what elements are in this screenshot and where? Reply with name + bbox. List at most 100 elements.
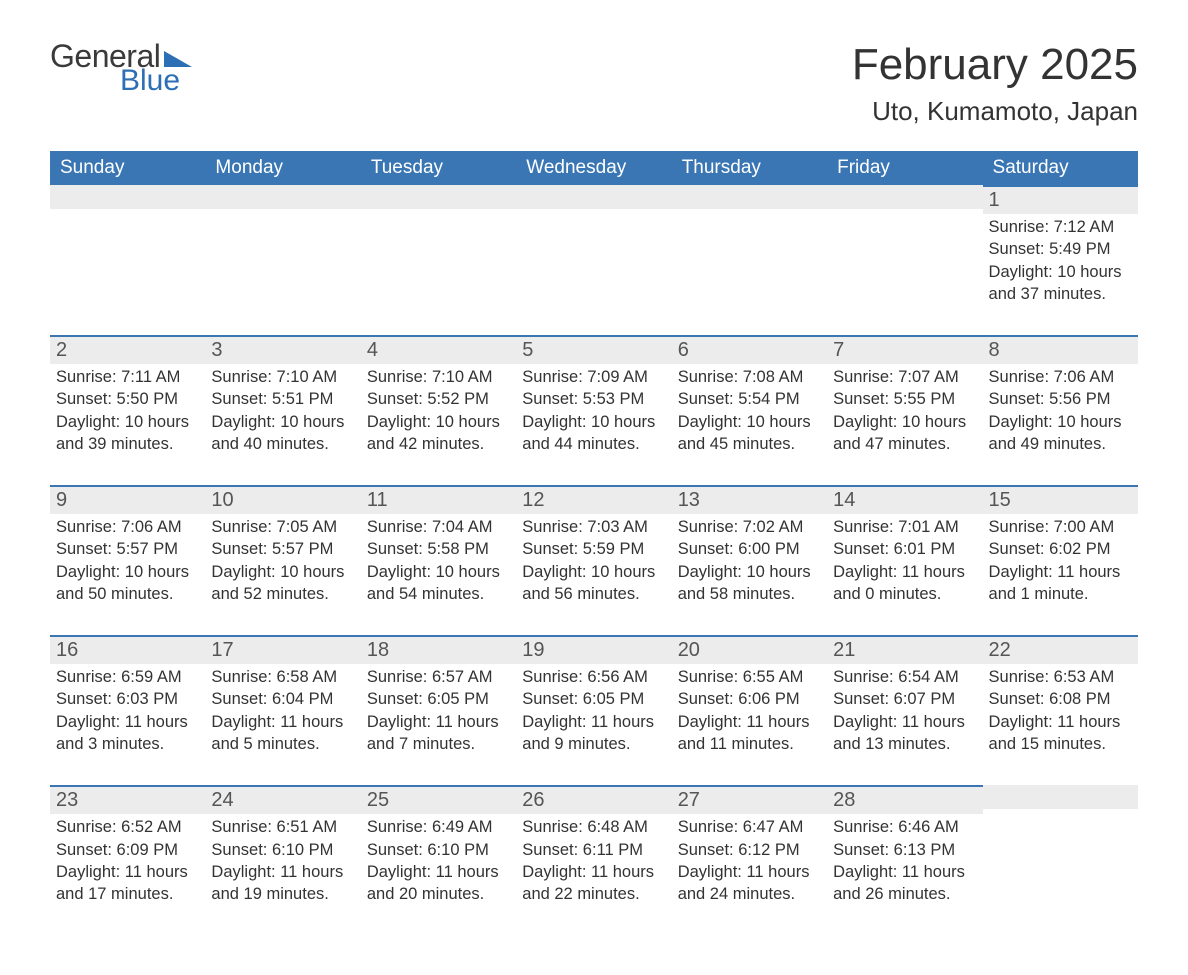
calendar-day: 15Sunrise: 7:00 AMSunset: 6:02 PMDayligh… <box>983 485 1138 635</box>
daynum-row: 14 <box>827 485 982 514</box>
daylight-line: Daylight: 10 hours and 39 minutes. <box>56 411 199 456</box>
day-body: Sunrise: 7:10 AMSunset: 5:52 PMDaylight:… <box>361 366 516 455</box>
sunset-line: Sunset: 6:09 PM <box>56 839 199 861</box>
daynum-row: 19 <box>516 635 671 664</box>
sunrise-line: Sunrise: 7:06 AM <box>989 366 1132 388</box>
daylight-line: Daylight: 10 hours and 47 minutes. <box>833 411 976 456</box>
daynum-row: 28 <box>827 785 982 814</box>
calendar-day: 22Sunrise: 6:53 AMSunset: 6:08 PMDayligh… <box>983 635 1138 785</box>
daynum-row: 8 <box>983 335 1138 364</box>
day-body: Sunrise: 7:09 AMSunset: 5:53 PMDaylight:… <box>516 366 671 455</box>
daylight-line: Daylight: 10 hours and 56 minutes. <box>522 561 665 606</box>
daynum-row <box>205 185 360 209</box>
daylight-line: Daylight: 10 hours and 42 minutes. <box>367 411 510 456</box>
calendar-day: 13Sunrise: 7:02 AMSunset: 6:00 PMDayligh… <box>672 485 827 635</box>
calendar-week: 1Sunrise: 7:12 AMSunset: 5:49 PMDaylight… <box>50 185 1138 335</box>
day-body: Sunrise: 6:54 AMSunset: 6:07 PMDaylight:… <box>827 666 982 755</box>
calendar-day: 17Sunrise: 6:58 AMSunset: 6:04 PMDayligh… <box>205 635 360 785</box>
sunrise-line: Sunrise: 7:09 AM <box>522 366 665 388</box>
daynum-row: 9 <box>50 485 205 514</box>
calendar-day: 26Sunrise: 6:48 AMSunset: 6:11 PMDayligh… <box>516 785 671 935</box>
day-number: 3 <box>211 339 222 361</box>
day-body: Sunrise: 7:07 AMSunset: 5:55 PMDaylight:… <box>827 366 982 455</box>
calendar-day: 3Sunrise: 7:10 AMSunset: 5:51 PMDaylight… <box>205 335 360 485</box>
logo: General Blue <box>50 40 192 96</box>
calendar-day <box>516 185 671 335</box>
sunset-line: Sunset: 5:53 PM <box>522 388 665 410</box>
calendar-day: 10Sunrise: 7:05 AMSunset: 5:57 PMDayligh… <box>205 485 360 635</box>
daynum-row: 12 <box>516 485 671 514</box>
calendar-day: 12Sunrise: 7:03 AMSunset: 5:59 PMDayligh… <box>516 485 671 635</box>
calendar-day <box>361 185 516 335</box>
weekday-header: Sunday <box>50 151 205 185</box>
daylight-line: Daylight: 11 hours and 26 minutes. <box>833 861 976 906</box>
calendar-day: 19Sunrise: 6:56 AMSunset: 6:05 PMDayligh… <box>516 635 671 785</box>
sunrise-line: Sunrise: 6:49 AM <box>367 816 510 838</box>
day-body: Sunrise: 6:51 AMSunset: 6:10 PMDaylight:… <box>205 816 360 905</box>
daynum-row: 22 <box>983 635 1138 664</box>
calendar-day: 2 Sunrise: 7:11 AMSunset: 5:50 PMDaylight… <box>50 335 205 485</box>
daynum-row: 21 <box>827 635 982 664</box>
sunrise-line: Sunrise: 7:04 AM <box>367 516 510 538</box>
sunrise-line: Sunrise: 7:07 AM <box>833 366 976 388</box>
day-number: 2 <box>56 339 67 361</box>
calendar-week: 9Sunrise: 7:06 AMSunset: 5:57 PMDaylight… <box>50 485 1138 635</box>
daynum-row: 24 <box>205 785 360 814</box>
sunset-line: Sunset: 5:58 PM <box>367 538 510 560</box>
sunrise-line: Sunrise: 7:08 AM <box>678 366 821 388</box>
sunset-line: Sunset: 6:05 PM <box>522 688 665 710</box>
sunset-line: Sunset: 6:07 PM <box>833 688 976 710</box>
day-number: 27 <box>678 789 700 811</box>
sunrise-line: Sunrise: 7:11 AM <box>56 366 199 388</box>
sunset-line: Sunset: 5:49 PM <box>989 238 1132 260</box>
weekday-header: Tuesday <box>361 151 516 185</box>
page-title: February 2025 <box>852 40 1138 90</box>
day-body: Sunrise: 7:12 AMSunset: 5:49 PMDaylight:… <box>983 216 1138 305</box>
day-body: Sunrise: 7:11 AMSunset: 5:50 PMDaylight:… <box>50 366 205 455</box>
day-number: 17 <box>211 639 233 661</box>
day-number: 11 <box>367 489 388 511</box>
sunset-line: Sunset: 5:59 PM <box>522 538 665 560</box>
day-body: Sunrise: 7:06 AMSunset: 5:57 PMDaylight:… <box>50 516 205 605</box>
day-number: 18 <box>367 639 389 661</box>
sunrise-line: Sunrise: 6:54 AM <box>833 666 976 688</box>
calendar-day: 9Sunrise: 7:06 AMSunset: 5:57 PMDaylight… <box>50 485 205 635</box>
calendar-day: 27 Sunrise: 6:47 AMSunset: 6:12 PMDayligh… <box>672 785 827 935</box>
daynum-row: 17 <box>205 635 360 664</box>
daynum-row <box>516 185 671 209</box>
logo-text-blue: Blue <box>120 66 192 96</box>
sunrise-line: Sunrise: 6:56 AM <box>522 666 665 688</box>
sunrise-line: Sunrise: 6:48 AM <box>522 816 665 838</box>
sunrise-line: Sunrise: 7:05 AM <box>211 516 354 538</box>
sunset-line: Sunset: 6:08 PM <box>989 688 1132 710</box>
day-number: 15 <box>989 489 1011 511</box>
day-body: Sunrise: 6:47 AMSunset: 6:12 PMDaylight:… <box>672 816 827 905</box>
day-number: 10 <box>211 489 233 511</box>
calendar-day: 20Sunrise: 6:55 AMSunset: 6:06 PMDayligh… <box>672 635 827 785</box>
daynum-row: 6 <box>672 335 827 364</box>
daylight-line: Daylight: 10 hours and 40 minutes. <box>211 411 354 456</box>
day-body: Sunrise: 7:08 AMSunset: 5:54 PMDaylight:… <box>672 366 827 455</box>
calendar-day: 14Sunrise: 7:01 AMSunset: 6:01 PMDayligh… <box>827 485 982 635</box>
daylight-line: Daylight: 10 hours and 37 minutes. <box>989 261 1132 306</box>
daylight-line: Daylight: 11 hours and 20 minutes. <box>367 861 510 906</box>
calendar-day: 18Sunrise: 6:57 AMSunset: 6:05 PMDayligh… <box>361 635 516 785</box>
sunrise-line: Sunrise: 7:00 AM <box>989 516 1132 538</box>
sunset-line: Sunset: 5:52 PM <box>367 388 510 410</box>
sunset-line: Sunset: 6:04 PM <box>211 688 354 710</box>
sunrise-line: Sunrise: 6:52 AM <box>56 816 199 838</box>
daynum-row: 15 <box>983 485 1138 514</box>
day-body: Sunrise: 6:53 AMSunset: 6:08 PMDaylight:… <box>983 666 1138 755</box>
sunrise-line: Sunrise: 6:53 AM <box>989 666 1132 688</box>
sunset-line: Sunset: 6:02 PM <box>989 538 1132 560</box>
calendar-day: 25Sunrise: 6:49 AMSunset: 6:10 PMDayligh… <box>361 785 516 935</box>
calendar-day: 4Sunrise: 7:10 AMSunset: 5:52 PMDaylight… <box>361 335 516 485</box>
weekday-header: Saturday <box>983 151 1138 185</box>
calendar-day: 28Sunrise: 6:46 AMSunset: 6:13 PMDayligh… <box>827 785 982 935</box>
daynum-row: 10 <box>205 485 360 514</box>
day-number: 14 <box>833 489 855 511</box>
daylight-line: Daylight: 11 hours and 5 minutes. <box>211 711 354 756</box>
daylight-line: Daylight: 11 hours and 22 minutes. <box>522 861 665 906</box>
daynum-row: 18 <box>361 635 516 664</box>
sunset-line: Sunset: 5:57 PM <box>56 538 199 560</box>
